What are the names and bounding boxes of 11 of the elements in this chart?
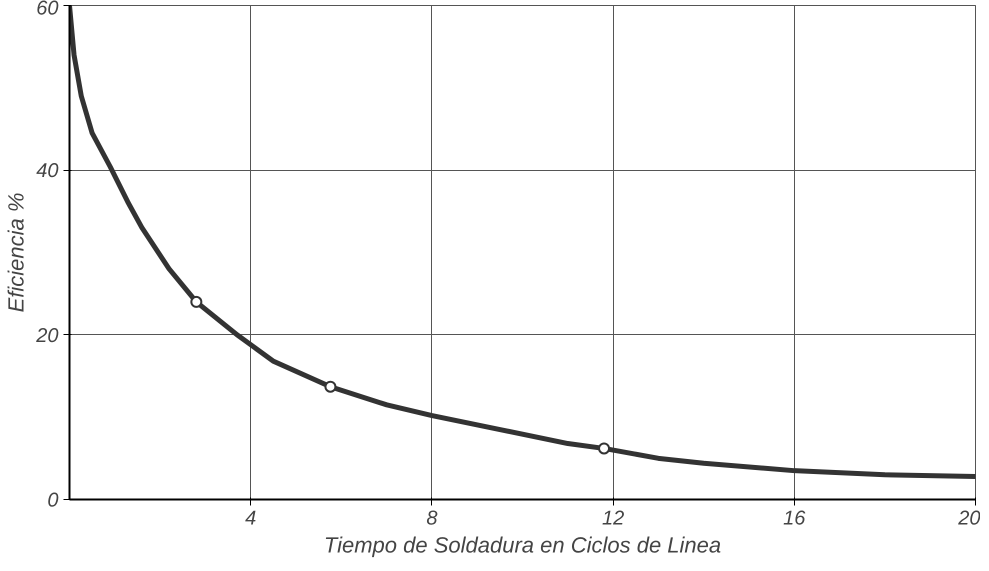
y-tick-label: 0	[47, 490, 58, 512]
x-tick-label: 4	[245, 508, 256, 530]
y-tick-label: 40	[36, 160, 59, 182]
x-axis-title: Tiempo de Soldadura en Ciclos de Linea	[324, 532, 722, 558]
y-tick-label: 20	[35, 324, 59, 347]
y-tick-label: 60	[36, 0, 59, 20]
x-tick-label: 12	[602, 508, 624, 530]
x-tick-label: 8	[426, 508, 438, 530]
y-axis-title: Eficiencia %	[3, 192, 28, 312]
x-tick-label: 20	[957, 508, 981, 530]
x-tick-label: 16	[783, 508, 806, 530]
